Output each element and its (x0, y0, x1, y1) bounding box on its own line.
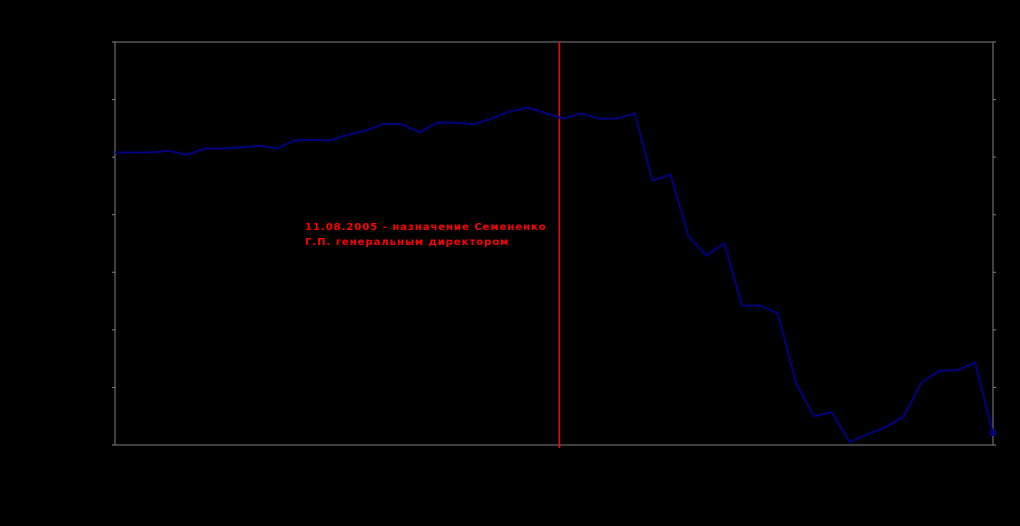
event-annotation: 11.08.2005 - назначение Семененко Г.П. г… (305, 220, 547, 250)
event-label-line1: 11.08.2005 - назначение Семененко (305, 222, 547, 233)
last-point-marker (990, 429, 996, 436)
series-line (115, 106, 994, 444)
event-label-line2: Г.П. генеральным директором (305, 237, 510, 248)
